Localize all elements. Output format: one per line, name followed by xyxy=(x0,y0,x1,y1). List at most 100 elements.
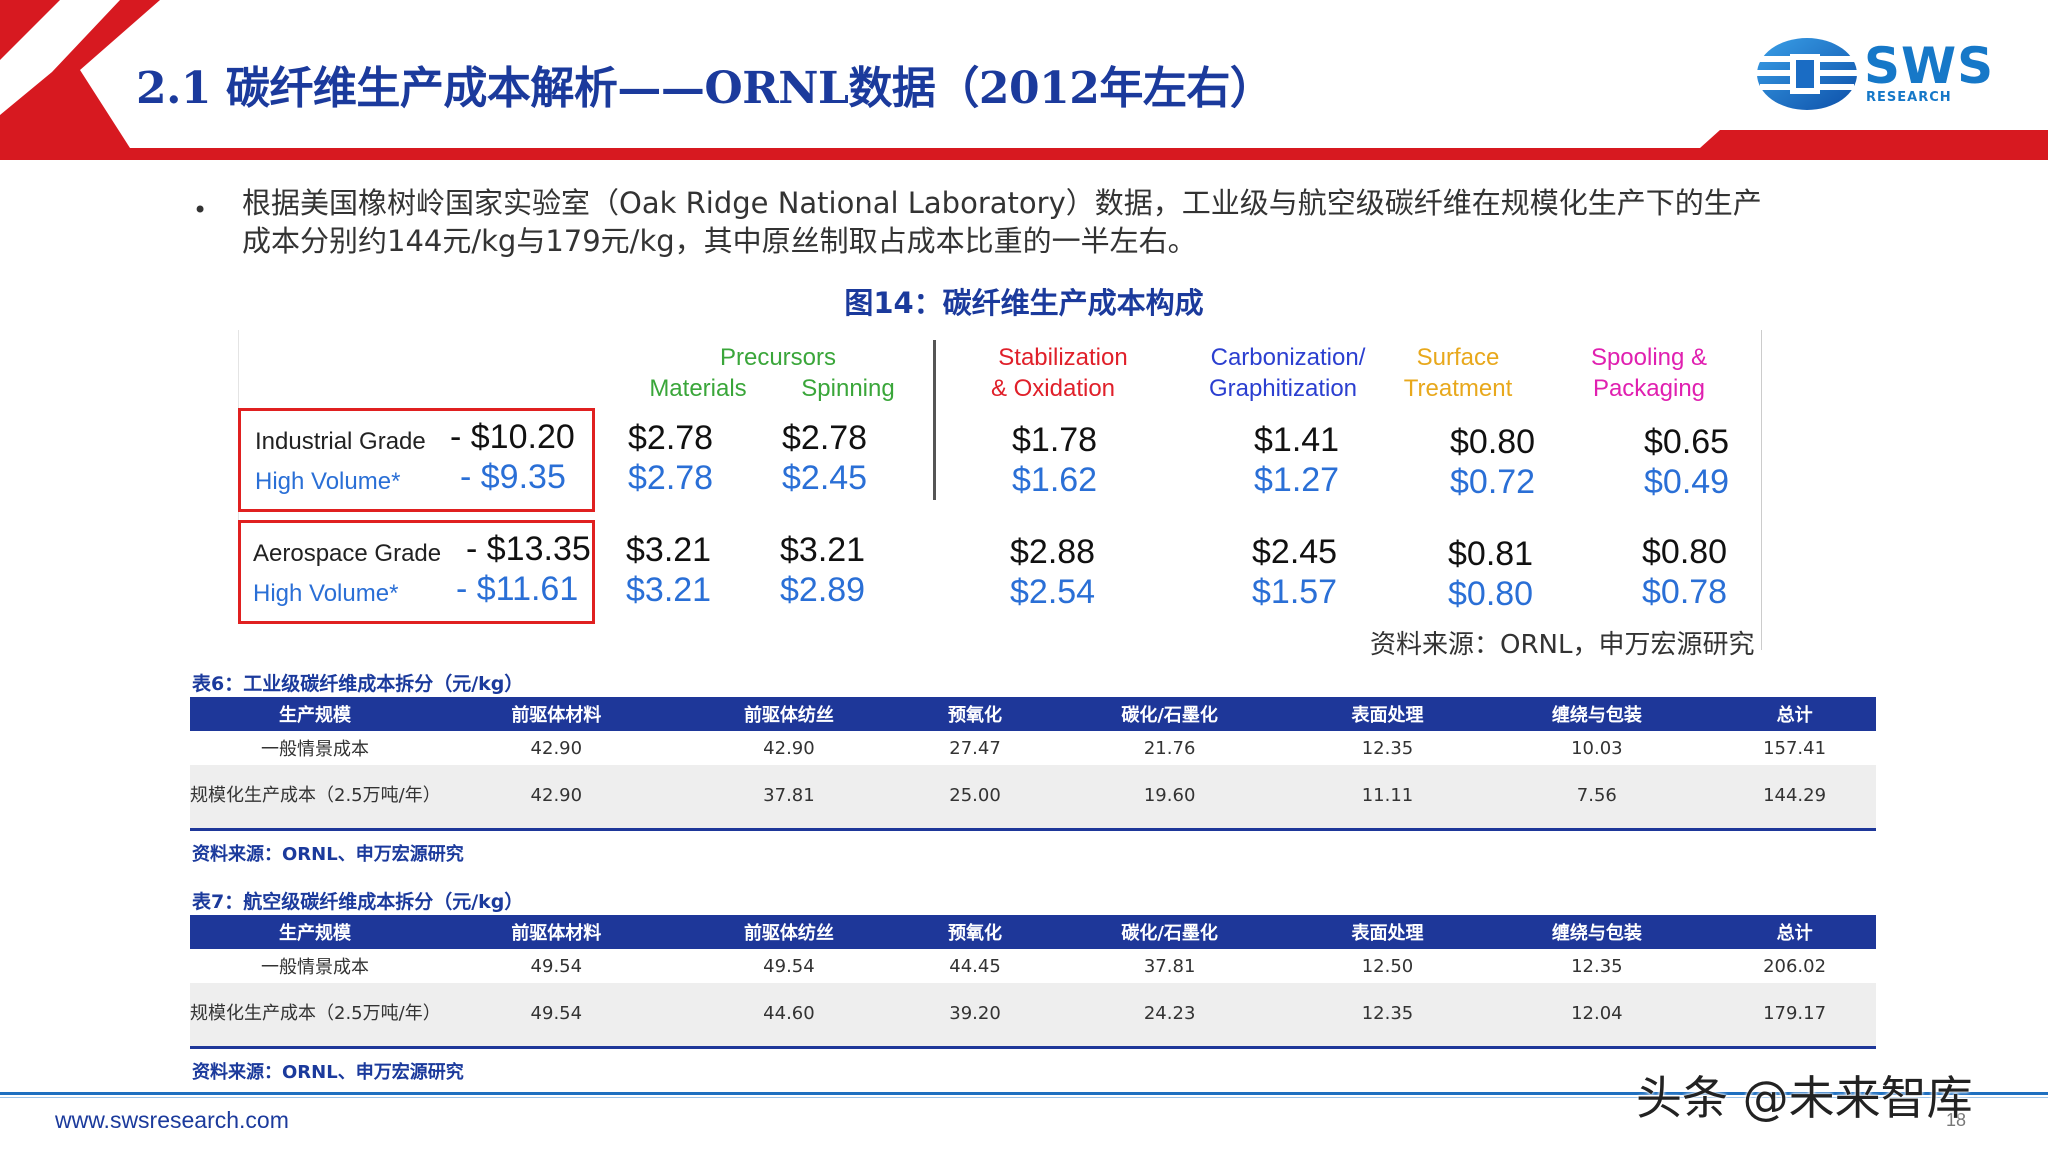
cost-figure: Precursors Materials Spinning Stabilizat… xyxy=(238,330,1762,650)
aero-hv-surface-value: $0.80 xyxy=(1448,575,1534,613)
ind-spinning-value: $2.78 xyxy=(782,419,868,457)
table-header-cell: 总计 xyxy=(1713,915,1876,949)
table7-source: 资料来源：ORNL、申万宏源研究 xyxy=(192,1062,464,1083)
table-cell: 44.60 xyxy=(672,983,906,1049)
table-header-cell: 生产规模 xyxy=(190,915,440,949)
aero-hv-carbonization-value: $1.57 xyxy=(1252,573,1338,611)
table-cell: 144.29 xyxy=(1713,765,1876,831)
table-header-cell: 表面处理 xyxy=(1294,915,1481,949)
industrial-grade-total: - $10.20 xyxy=(450,418,575,456)
header-precursors: Precursors xyxy=(719,344,837,371)
footer-url-link[interactable]: www.swsresearch.com xyxy=(55,1107,289,1133)
table6: 生产规模 前驱体材料 前驱体纺丝 预氧化 碳化/石墨化 表面处理 缠绕与包装 总… xyxy=(190,697,1876,831)
header-band xyxy=(0,0,2048,160)
table-header-row: 生产规模 前驱体材料 前驱体纺丝 预氧化 碳化/石墨化 表面处理 缠绕与包装 总… xyxy=(190,697,1876,731)
aero-hv-stabilization-value: $2.54 xyxy=(1010,573,1096,611)
ind-hv-spinning-value: $2.45 xyxy=(782,459,868,497)
table-cell: 206.02 xyxy=(1713,949,1876,983)
aero-carbonization-value: $2.45 xyxy=(1252,533,1338,571)
bullet-icon: • xyxy=(193,196,208,224)
table-cell: 49.54 xyxy=(440,983,673,1049)
table-header-cell: 前驱体纺丝 xyxy=(672,697,906,731)
sws-globe-icon xyxy=(1756,38,1858,110)
header-materials: Materials xyxy=(649,375,747,402)
ind-hv-carbonization-value: $1.27 xyxy=(1254,461,1340,499)
table6-source: 资料来源：ORNL、申万宏源研究 xyxy=(192,844,464,865)
figure-title: 图14：碳纤维生产成本构成 xyxy=(844,286,1204,320)
table-cell: 12.50 xyxy=(1294,949,1481,983)
table-cell: 规模化生产成本（2.5万吨/年） xyxy=(190,765,441,831)
footer-line-thin xyxy=(0,1097,2048,1098)
table-header-cell: 预氧化 xyxy=(905,697,1045,731)
aero-spooling-value: $0.80 xyxy=(1642,533,1728,571)
table-cell: 12.35 xyxy=(1294,983,1481,1049)
table-cell: 37.81 xyxy=(1044,949,1295,983)
ind-hv-stabilization-value: $1.62 xyxy=(1012,461,1098,499)
sws-logo: SWS RESEARCH xyxy=(1752,34,2012,114)
aero-hv-spinning-value: $2.89 xyxy=(780,571,866,609)
table-cell: 25.00 xyxy=(905,765,1045,831)
table-cell: 179.17 xyxy=(1713,983,1876,1049)
aero-hv-materials-value: $3.21 xyxy=(626,571,712,609)
table-header-cell: 预氧化 xyxy=(905,915,1045,949)
header-packaging: Packaging xyxy=(1592,375,1706,402)
table-cell: 27.47 xyxy=(905,731,1045,765)
header-oxidation: & Oxidation xyxy=(990,375,1116,402)
aerospace-grade-label: Aerospace Grade xyxy=(253,540,442,567)
table-cell: 12.35 xyxy=(1480,949,1714,983)
table-cell: 10.03 xyxy=(1480,731,1714,765)
figure-divider xyxy=(933,340,936,500)
table-cell: 24.23 xyxy=(1044,983,1295,1049)
table-cell: 37.81 xyxy=(672,765,906,831)
ind-spooling-value: $0.65 xyxy=(1644,423,1730,461)
header-spinning: Spinning xyxy=(801,375,895,402)
table6-caption: 表6：工业级碳纤维成本拆分（元/kg） xyxy=(192,673,524,695)
industrial-hv-label: High Volume* xyxy=(255,468,401,495)
aerospace-grade-total: - $13.35 xyxy=(466,530,591,568)
table-cell: 49.54 xyxy=(440,949,673,983)
page-number: 18 xyxy=(1946,1110,1967,1130)
industrial-hv-total: - $9.35 xyxy=(460,458,566,496)
table-header-cell: 碳化/石墨化 xyxy=(1044,915,1295,949)
table-header-cell: 生产规模 xyxy=(190,697,440,731)
aerospace-hv-label: High Volume* xyxy=(253,580,399,607)
ind-hv-surface-value: $0.72 xyxy=(1450,463,1536,501)
figure-right-border xyxy=(1761,330,1762,650)
table-cell: 42.90 xyxy=(440,765,673,831)
table-cell: 一般情景成本 xyxy=(190,949,440,983)
table-cell: 12.04 xyxy=(1480,983,1714,1049)
header-spooling: Spooling & xyxy=(1590,344,1708,371)
aerospace-hv-total: - $11.61 xyxy=(456,570,579,608)
table-cell: 19.60 xyxy=(1044,765,1295,831)
table7-caption: 表7：航空级碳纤维成本拆分（元/kg） xyxy=(192,891,524,913)
table-row: 一般情景成本 42.90 42.90 27.47 21.76 12.35 10.… xyxy=(190,731,1876,765)
industrial-grade-label: Industrial Grade xyxy=(255,428,426,455)
ind-materials-value: $2.78 xyxy=(628,419,714,457)
page-title: 2.1 碳纤维生产成本解析——ORNL数据（2012年左右） xyxy=(136,63,1274,114)
table7: 生产规模 前驱体材料 前驱体纺丝 预氧化 碳化/石墨化 表面处理 缠绕与包装 总… xyxy=(190,915,1876,1049)
aero-materials-value: $3.21 xyxy=(626,531,712,569)
ind-carbonization-value: $1.41 xyxy=(1254,421,1340,459)
table-cell: 44.45 xyxy=(905,949,1045,983)
header-stabilization: Stabilization xyxy=(998,344,1128,371)
aero-stabilization-value: $2.88 xyxy=(1010,533,1096,571)
industrial-grade-box xyxy=(238,408,595,512)
footer-line xyxy=(0,1092,2048,1095)
ind-hv-materials-value: $2.78 xyxy=(628,459,714,497)
watermark: 头条 @未来智库 xyxy=(1636,1071,1973,1125)
table-header-cell: 总计 xyxy=(1713,697,1876,731)
header-graphitization: Graphitization xyxy=(1208,375,1358,402)
aerospace-grade-box xyxy=(238,520,595,624)
table-row: 规模化生产成本（2.5万吨/年） 49.54 44.60 39.20 24.23… xyxy=(190,983,1876,1049)
table-cell: 42.90 xyxy=(440,731,673,765)
ind-surface-value: $0.80 xyxy=(1450,423,1536,461)
header-treatment: Treatment xyxy=(1403,375,1513,402)
table-cell: 49.54 xyxy=(672,949,906,983)
ind-hv-spooling-value: $0.49 xyxy=(1644,463,1730,501)
table-header-row: 生产规模 前驱体材料 前驱体纺丝 预氧化 碳化/石墨化 表面处理 缠绕与包装 总… xyxy=(190,915,1876,949)
table-cell: 39.20 xyxy=(905,983,1045,1049)
table-cell: 21.76 xyxy=(1044,731,1295,765)
table-header-cell: 表面处理 xyxy=(1294,697,1481,731)
figure-source: 资料来源：ORNL，申万宏源研究 xyxy=(1370,630,1755,660)
logo-subtitle: RESEARCH xyxy=(1866,90,1952,105)
